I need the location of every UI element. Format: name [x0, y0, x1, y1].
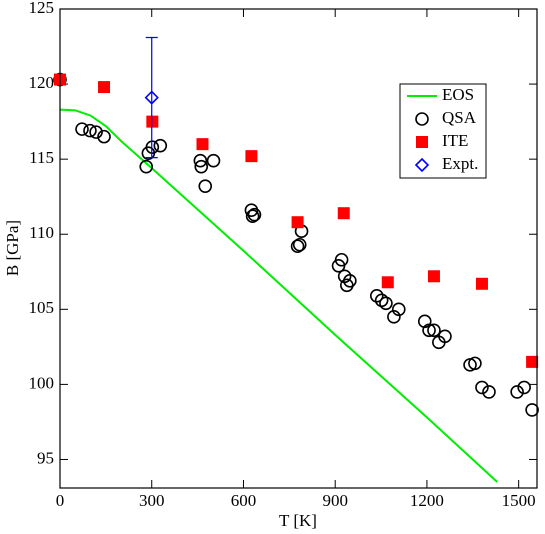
- data-point: [475, 277, 488, 290]
- data-point: [334, 252, 349, 267]
- data-point: [291, 216, 304, 229]
- x-axis-label: T [K]: [279, 511, 317, 530]
- data-point: [206, 153, 221, 168]
- data-point: [337, 207, 350, 220]
- y-tick-label: 125: [29, 0, 55, 17]
- data-point: [343, 273, 357, 288]
- data-point: [475, 380, 489, 395]
- eos-line: [59, 108, 498, 483]
- legend-label: QSA: [442, 108, 477, 127]
- data-point: [89, 125, 103, 139]
- y-axis-label: B [GPa]: [3, 220, 22, 276]
- legend-label: Expt.: [442, 154, 478, 173]
- legend-swatch: [415, 112, 429, 126]
- data-point: [525, 403, 539, 417]
- data-point: [427, 270, 440, 283]
- data-point: [292, 237, 307, 252]
- data-point: [391, 302, 406, 317]
- data-point: [97, 129, 111, 144]
- y-tick-label: 110: [29, 223, 54, 242]
- data-point: [83, 123, 97, 138]
- data-point: [517, 380, 531, 395]
- data-point: [422, 323, 436, 338]
- legend-label: EOS: [442, 85, 474, 104]
- data-point: [387, 310, 401, 324]
- data-point: [438, 329, 452, 344]
- x-tick-label: 1500: [502, 491, 536, 510]
- x-tick-label: 900: [322, 491, 348, 510]
- legend-box: [399, 83, 487, 179]
- x-tick-label: 600: [231, 491, 257, 510]
- data-point: [427, 323, 441, 338]
- legend-label: ITE: [442, 131, 468, 150]
- data-point: [526, 355, 539, 368]
- data-point: [245, 209, 260, 224]
- data-point: [194, 159, 209, 174]
- data-point: [468, 356, 482, 371]
- y-tick-label: 100: [29, 373, 55, 392]
- plot-frame: [59, 8, 538, 489]
- x-tick-label: 0: [56, 491, 65, 510]
- data-point: [369, 288, 384, 303]
- data-point: [247, 207, 262, 222]
- y-tick-label: 120: [29, 73, 55, 92]
- y-tick-label: 115: [29, 148, 54, 167]
- legend-swatch: [416, 136, 428, 148]
- data-point: [379, 296, 393, 311]
- data-point: [146, 115, 159, 128]
- data-point: [144, 90, 159, 105]
- error-bar: [145, 36, 158, 159]
- data-point: [482, 385, 496, 399]
- y-tick-label: 105: [29, 298, 55, 317]
- data-point: [198, 179, 213, 193]
- data-point: [290, 239, 305, 254]
- data-point: [196, 138, 209, 151]
- data-point: [75, 122, 89, 136]
- data-point: [153, 138, 168, 153]
- y-tick-label: 95: [37, 448, 54, 467]
- x-tick-label: 300: [139, 491, 165, 510]
- data-point: [139, 159, 154, 174]
- legend-swatch: [414, 157, 430, 173]
- data-point: [245, 150, 258, 163]
- data-point: [381, 276, 394, 289]
- x-tick-label: 1200: [410, 491, 444, 510]
- data-point: [145, 140, 160, 154]
- data-point: [98, 81, 111, 94]
- data-point: [193, 153, 208, 168]
- data-point: [510, 385, 524, 399]
